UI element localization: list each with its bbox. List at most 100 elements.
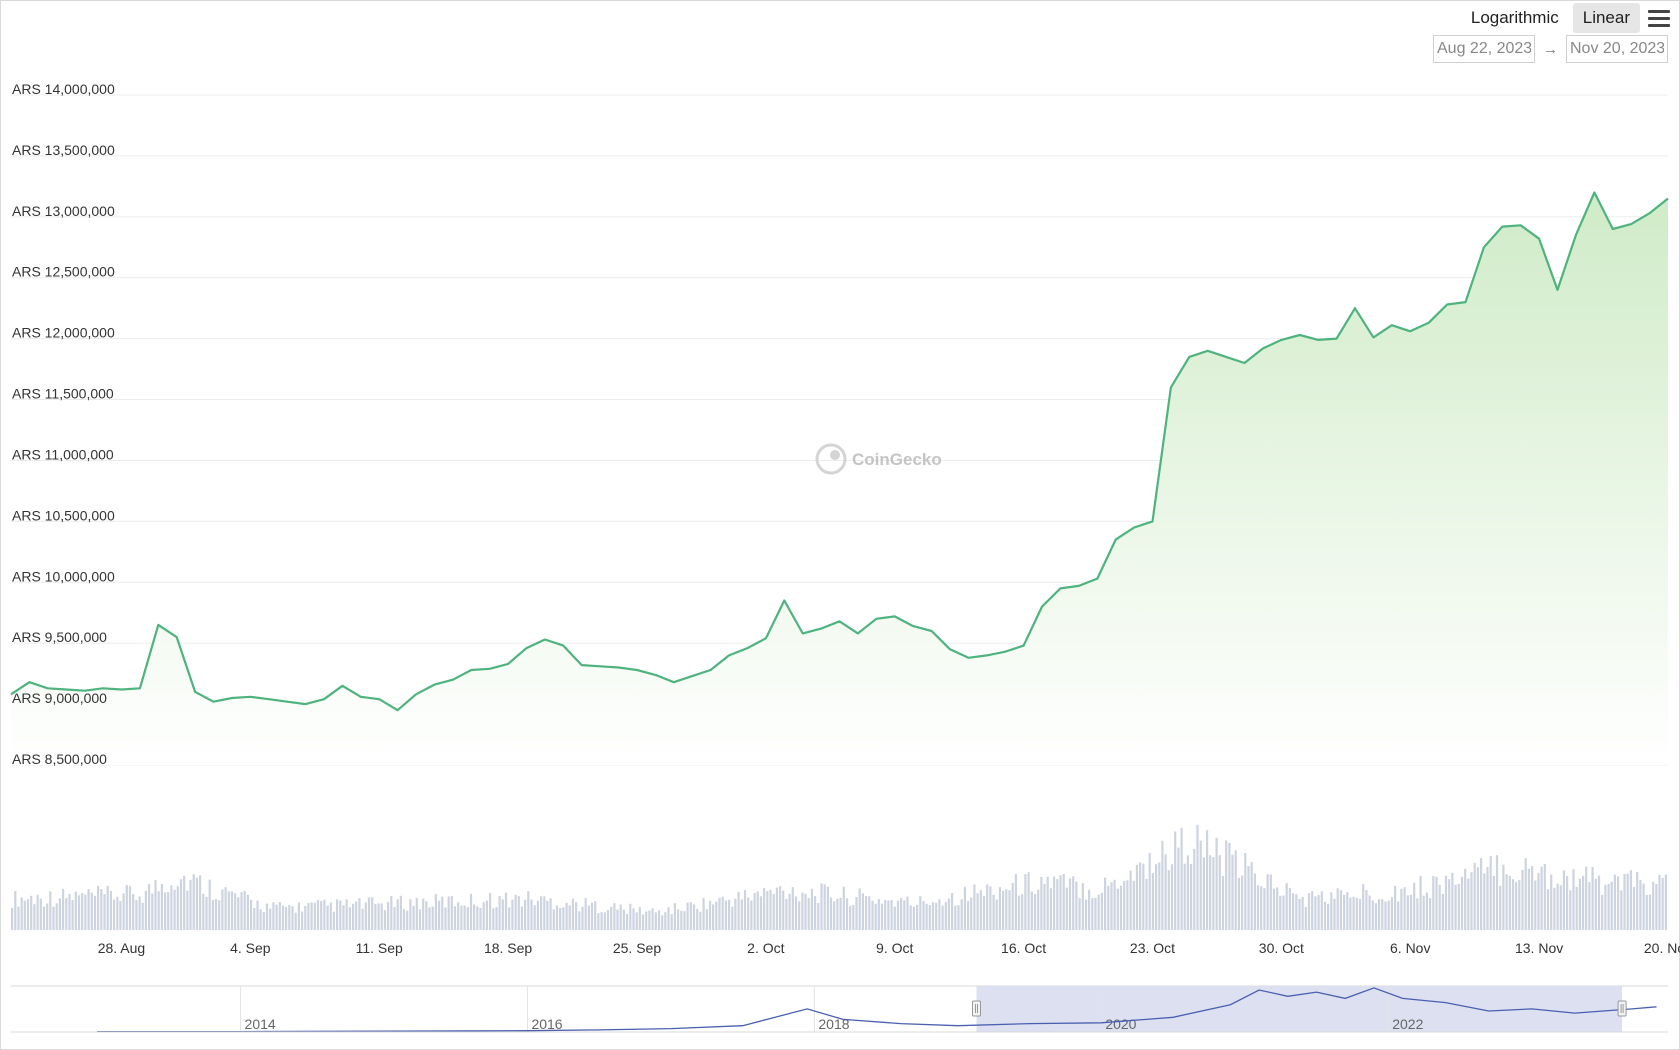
volume-bar [26,899,30,930]
volume-bar [259,909,262,930]
volume-bar [849,905,852,930]
volume-bar [1613,874,1616,930]
volume-bar [377,903,380,930]
volume-bar [1429,898,1432,930]
volume-bar [84,894,87,930]
volume-bar [1206,830,1209,930]
volume-bar [1174,831,1177,930]
volume-bar [250,899,253,930]
volume-bar [364,902,367,930]
volume-bar [17,906,20,930]
volume-bar [845,898,849,930]
volume-bar [1056,879,1059,930]
volume-bar [1511,879,1515,930]
y-tick-label: ARS 11,000,000 [12,446,114,462]
volume-bar [1145,879,1148,930]
volume-bar [1425,892,1428,930]
logarithmic-button[interactable]: Logarithmic [1470,8,1559,27]
volume-bar [1212,857,1215,930]
volume-bar [1620,890,1623,930]
volume-bar [571,898,574,930]
volume-bar [1260,886,1263,930]
volume-bar [804,893,807,930]
range-from-input[interactable] [1433,35,1535,63]
volume-bar [1336,888,1339,930]
volume-bar [1661,878,1664,930]
volume-bar [1017,895,1021,930]
y-tick-label: ARS 10,500,000 [12,507,115,523]
linear-button[interactable]: Linear [1572,3,1640,33]
volume-bar [1301,897,1304,930]
volume-bar [877,899,880,930]
volume-bar [594,901,597,930]
volume-bar [90,892,93,930]
volume-bar [1460,876,1464,930]
volume-bar [635,912,638,930]
volume-bar [1104,877,1107,930]
volume-bar [1390,897,1393,930]
volume-bar [527,891,530,930]
volume-bar [1406,895,1409,930]
volume-bar [348,907,351,930]
hamburger-menu-icon[interactable] [1648,6,1670,30]
volume-bar [1266,874,1269,930]
volume-bar [900,897,903,930]
range-to-input[interactable] [1566,35,1668,63]
volume-bar [893,906,896,930]
volume-bar [1225,840,1228,930]
volume-bar [1295,894,1298,930]
volume-bar [1320,891,1323,930]
volume-bar [772,894,775,930]
volume-bar [1279,895,1282,930]
volume-bar [1582,875,1585,930]
volume-bar [1480,858,1483,930]
volume-bar [1607,883,1610,930]
navigator-left-handle[interactable] [972,1000,982,1017]
volume-bar [485,900,488,930]
volume-bar [1170,864,1174,930]
x-tick-label: 20. Nov [1644,940,1680,956]
volume-bar [36,894,39,930]
navigator[interactable]: 2014 2016 2018 2020 2022 [11,985,1668,1033]
volume-bar [817,903,820,930]
volume-bar [189,880,192,930]
volume-bar [680,910,683,930]
volume-bar [1059,875,1062,930]
volume-bar [316,900,320,930]
volume-bar [1378,899,1381,930]
navigator-selection[interactable] [976,986,1623,1032]
volume-bar [492,908,495,930]
volume-bar [896,900,900,930]
menu-bar [1648,23,1670,27]
volume-bar [1068,878,1072,930]
volume-bar [673,903,676,930]
x-tick-label: 4. Sep [230,940,271,956]
volume-bar [1518,880,1521,930]
volume-bar [205,896,208,930]
volume-bar [501,899,504,930]
volume-bar [1135,864,1138,930]
volume-bar [463,905,466,930]
volume-bar [1180,827,1183,930]
volume-bar [438,900,441,930]
volume-bar [195,877,198,930]
volume-bar [52,906,55,930]
volume-bar [1534,880,1537,930]
navigator-right-handle[interactable] [1617,1000,1627,1017]
volume-bar [406,910,409,930]
volume-bar [418,909,422,930]
navigator-year-label: 2014 [245,1016,276,1032]
volume-bar [173,889,176,930]
volume-bar [176,886,179,930]
volume-bar [1021,894,1024,930]
volume-bar [380,903,383,930]
volume-bar [737,891,740,930]
volume-bar [1298,898,1301,930]
volume-bar [1358,898,1362,930]
y-tick-label: ARS 12,000,000 [12,325,115,341]
volume-bar [49,891,52,930]
volume-bar [1546,889,1550,930]
coingecko-logo-icon [815,443,847,475]
volume-bar [297,902,300,930]
